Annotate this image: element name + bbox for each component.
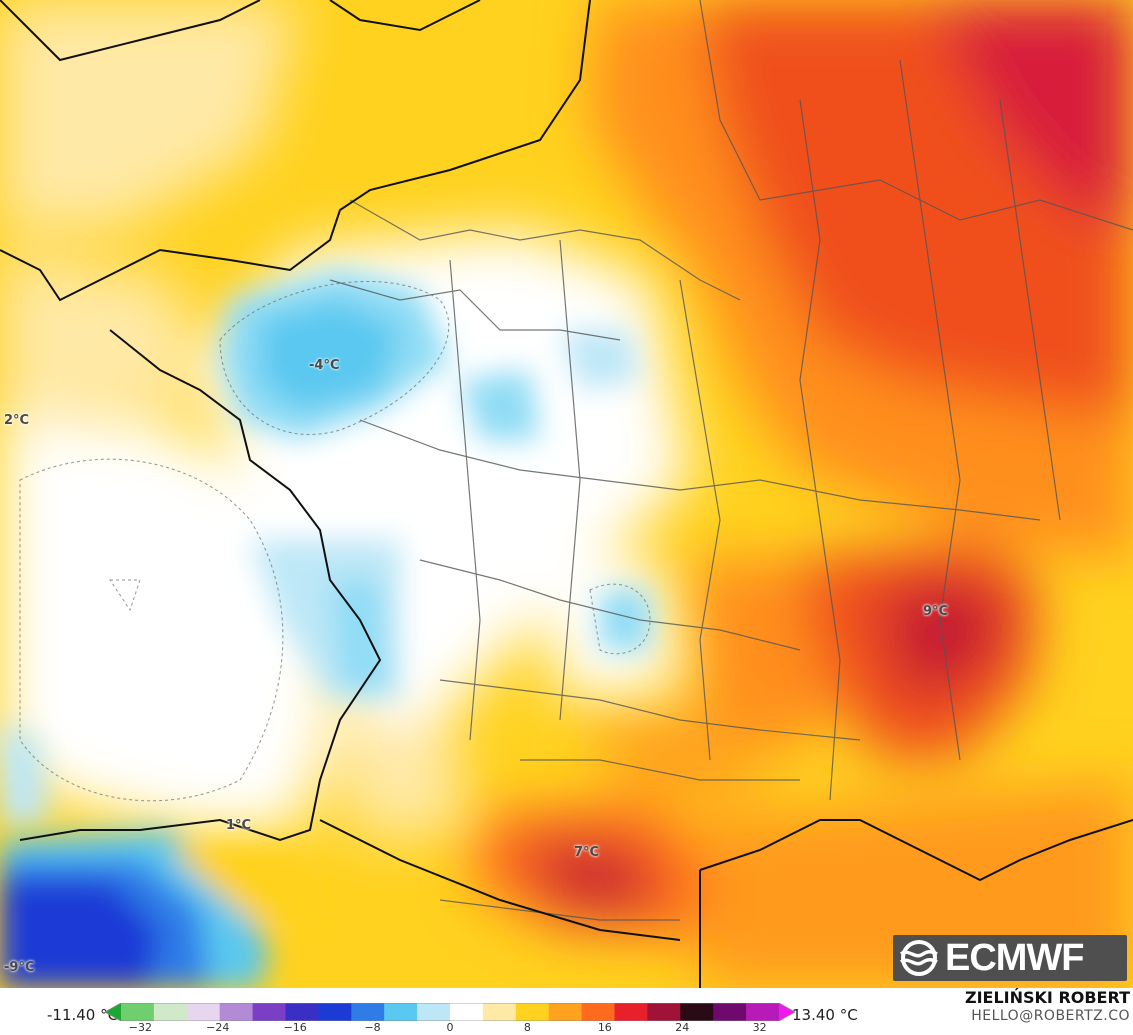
colorbar-segment — [417, 1003, 451, 1021]
ecmwf-logo-icon — [899, 940, 938, 976]
temperature-field — [0, 0, 1133, 988]
colorbar-segment — [450, 1003, 484, 1021]
label-iberia: -9°C — [4, 960, 35, 975]
colorbar-segment — [252, 1003, 286, 1021]
colorbar-arrow-right — [779, 1003, 795, 1021]
label-pyrenees-east: 7°C — [574, 845, 600, 860]
author-name: ZIELIŃSKI ROBERT — [964, 988, 1130, 1007]
colorbar-tick-label: 0 — [446, 1021, 454, 1034]
label-alps: 9°C — [923, 604, 949, 619]
coastline — [0, 0, 1133, 988]
colorbar-tick-label: −16 — [283, 1021, 307, 1034]
label-southwest: 1°C — [226, 818, 252, 833]
colorbar-min-label: -11.40 °C — [47, 1006, 119, 1024]
colorbar-segment — [186, 1003, 221, 1021]
colorbar-segment — [219, 1003, 254, 1021]
colorbar-segment — [153, 1003, 188, 1021]
colorbar-segment — [482, 1003, 517, 1021]
colorbar-arrow-left — [105, 1003, 121, 1021]
colorbar-max-label: 13.40 °C — [792, 1006, 858, 1024]
colorbar-segment — [746, 1003, 780, 1021]
colorbar-segment — [614, 1003, 648, 1021]
temperature-anomaly-map — [0, 0, 1133, 988]
colorbar-tick-label: 32 — [752, 1021, 767, 1034]
borders — [329, 0, 1133, 921]
ecmwf-logo-text: ECMWF — [945, 936, 1085, 979]
author-email: HELLO@ROBERTZ.CO — [971, 1008, 1130, 1024]
colorbar-segment — [384, 1003, 418, 1021]
colorbar-segment — [713, 1003, 747, 1021]
colorbar-segment — [515, 1003, 550, 1021]
colorbar-segment — [318, 1003, 352, 1021]
ecmwf-logo: ECMWF — [893, 935, 1127, 981]
label-west-coast: 2°C — [4, 413, 30, 428]
colorbar-segment — [680, 1003, 714, 1021]
colorbar-segment — [121, 1003, 155, 1021]
colorbar-segment — [351, 1003, 385, 1021]
colorbar-segment — [285, 1003, 319, 1021]
colorbar — [105, 1003, 795, 1021]
colorbar-segment — [647, 1003, 681, 1021]
colorbar-tick-label: −32 — [128, 1021, 152, 1034]
colorbar-tick-label: 16 — [597, 1021, 612, 1034]
colorbar-segment — [581, 1003, 615, 1021]
colorbar-tick-label: −8 — [364, 1021, 381, 1034]
colorbar-segment — [548, 1003, 583, 1021]
colorbar-tick-label: 8 — [523, 1021, 531, 1034]
label-paris-region: -4°C — [309, 358, 340, 373]
colorbar-tick-label: −24 — [206, 1021, 230, 1034]
colorbar-tick-label: 24 — [675, 1021, 690, 1034]
